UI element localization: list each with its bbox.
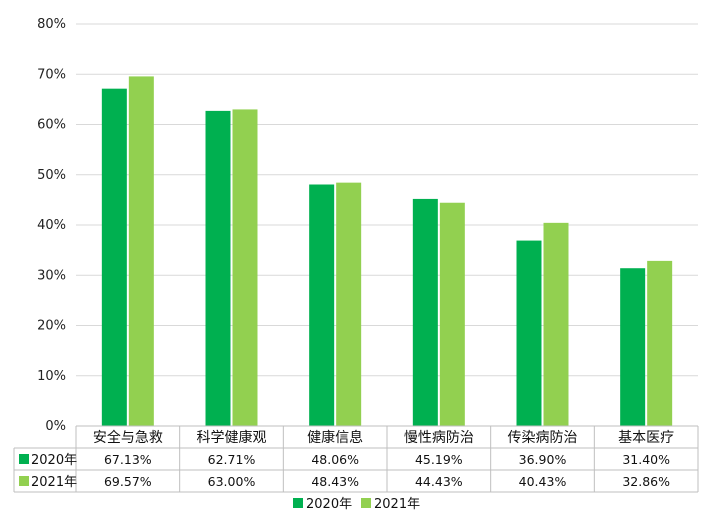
y-tick-label: 20%: [37, 319, 66, 334]
bar: [412, 198, 438, 426]
bar: [205, 110, 231, 426]
x-tick-label: 安全与急救: [93, 429, 163, 446]
table-series-label: 2020年: [31, 453, 77, 468]
data-label: 36.90%: [519, 452, 567, 467]
bar: [232, 109, 258, 427]
bar: [336, 182, 362, 426]
legend-key: [293, 498, 303, 508]
data-label: 69.57%: [104, 474, 152, 489]
y-tick-label: 40%: [37, 218, 66, 233]
y-tick-label: 50%: [37, 168, 66, 183]
x-tick-label: 慢性病防治: [404, 429, 474, 446]
data-label: 48.06%: [311, 452, 359, 467]
bar: [620, 268, 646, 426]
table-legend-key: [19, 454, 29, 464]
x-tick-label: 科学健康观: [197, 429, 267, 446]
bar: [543, 222, 569, 426]
y-tick-label: 60%: [37, 118, 66, 133]
y-tick-label: 10%: [37, 369, 66, 384]
x-tick-label: 健康信息: [307, 429, 363, 446]
table-series-label: 2021年: [31, 475, 77, 490]
data-label: 62.71%: [208, 452, 256, 467]
y-tick-label: 0%: [45, 419, 66, 434]
y-tick-label: 80%: [37, 17, 66, 32]
legend-label: 2020年: [306, 497, 352, 512]
data-label: 48.43%: [311, 474, 359, 489]
table-legend-key: [19, 476, 29, 486]
bar: [309, 184, 335, 426]
x-tick-label: 基本医疗: [618, 429, 674, 446]
bar: [647, 260, 673, 426]
legend-key: [361, 498, 371, 508]
data-label: 31.40%: [622, 452, 670, 467]
y-tick-label: 70%: [37, 67, 66, 82]
bar: [516, 240, 542, 426]
data-label: 32.86%: [622, 474, 670, 489]
x-tick-label: 传染病防治: [508, 430, 578, 446]
data-label: 63.00%: [208, 474, 256, 489]
y-tick-label: 30%: [37, 268, 66, 283]
legend-label: 2021年: [374, 497, 420, 512]
data-label: 45.19%: [415, 452, 463, 467]
bar: [101, 88, 127, 426]
data-label: 67.13%: [104, 452, 152, 467]
data-label: 44.43%: [415, 474, 463, 489]
bar: [439, 202, 465, 426]
data-label: 40.43%: [519, 474, 567, 489]
bar: [128, 76, 154, 426]
